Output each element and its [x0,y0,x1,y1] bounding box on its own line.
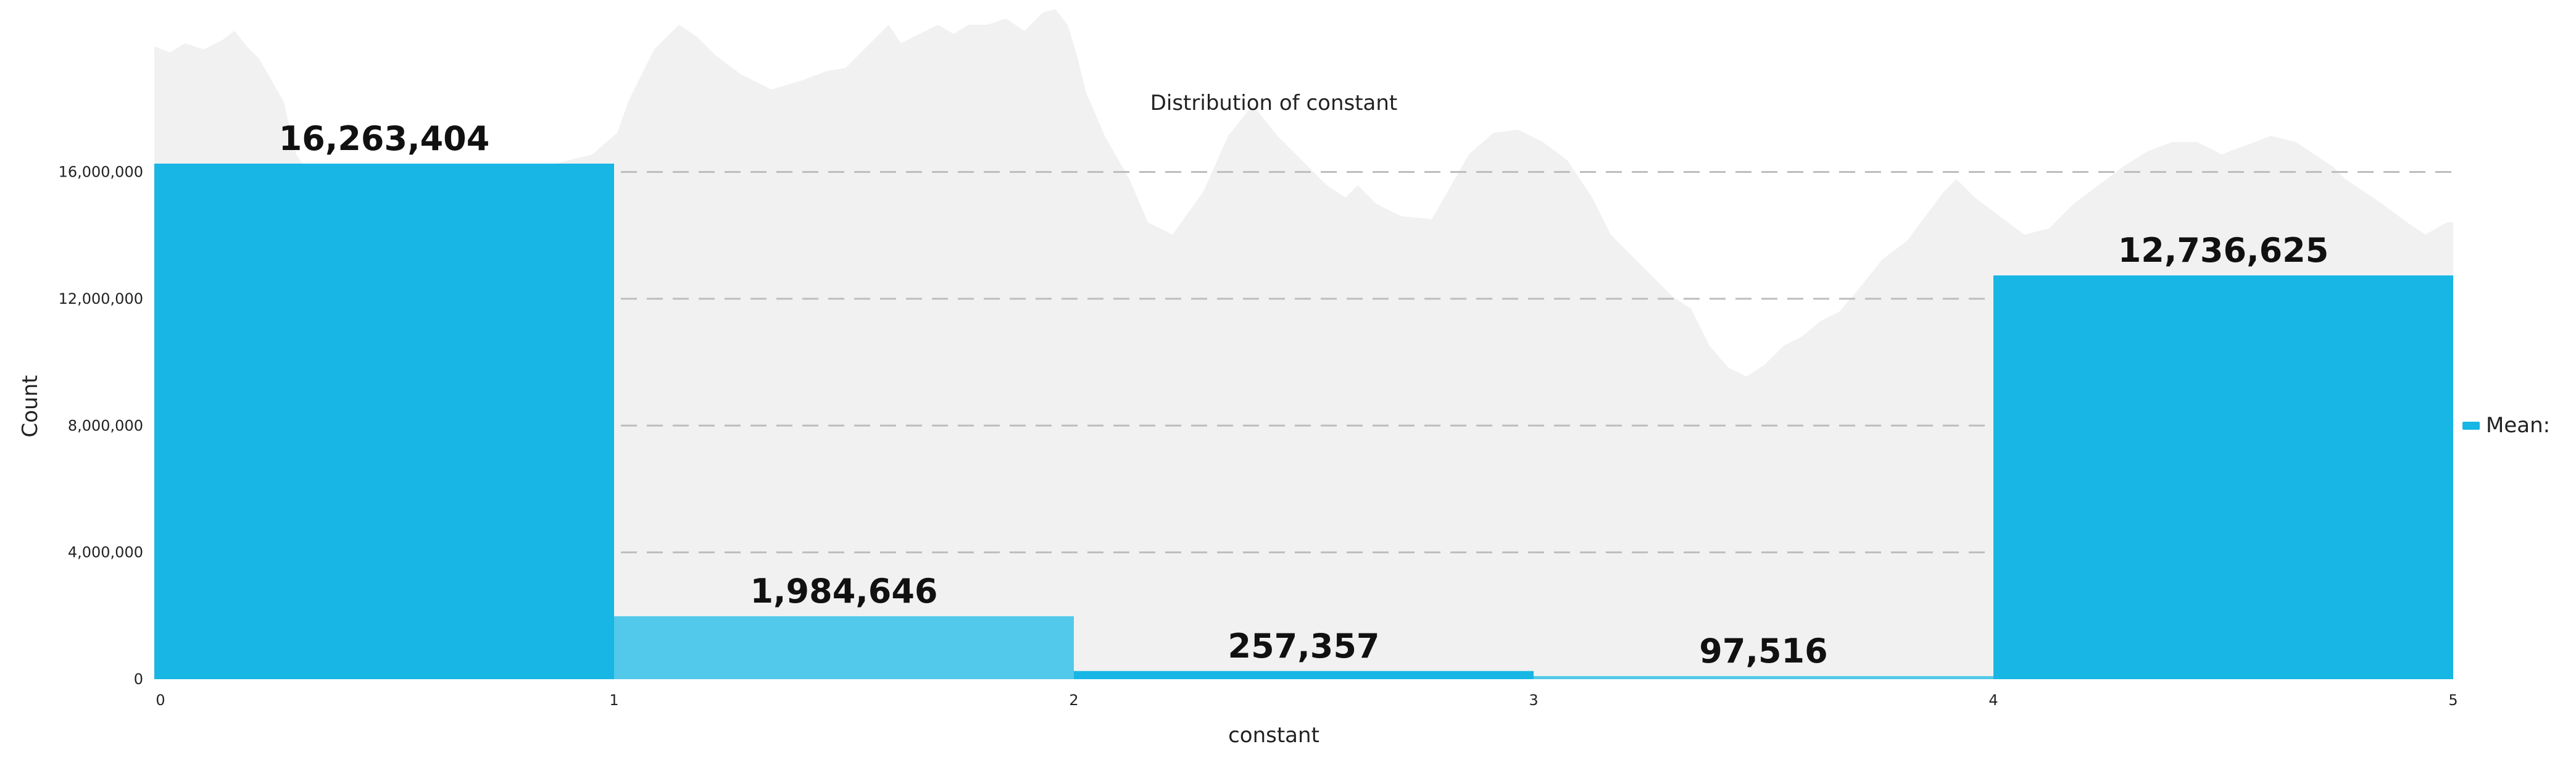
histogram-bar [154,164,614,679]
bar-value-label: 1,984,646 [750,572,937,611]
x-tick-label: 1 [609,692,618,709]
y-tick-label: 0 [134,671,143,688]
bar-value-labels: 16,263,404 1,984,646 257,357 97,516 12,736,6… [279,119,2329,671]
x-tick-label: 0 [156,692,165,709]
grid-lines [154,171,2453,554]
legend: Mean: [2462,413,2550,438]
x-tick-label: 3 [1529,692,1538,709]
histogram-bar [1993,275,2453,679]
x-axis-ticks: 0 1 2 3 4 5 [156,692,2458,709]
bar-value-label: 16,263,404 [279,119,490,158]
histogram-bar [1074,671,1534,679]
bar-value-label: 257,357 [1228,627,1380,666]
chart-title: Distribution of constant [1150,91,1398,115]
y-tick-label: 12,000,000 [59,290,143,307]
y-tick-label: 16,000,000 [59,164,143,181]
x-axis-title: constant [1228,723,1319,748]
histogram-bar [1534,675,1993,679]
x-tick-label: 2 [1069,692,1078,709]
y-tick-label: 8,000,000 [68,417,143,434]
bars [154,164,2453,679]
bar-value-label: 97,516 [1699,632,1827,671]
y-tick-label: 4,000,000 [68,544,143,561]
legend-label: Mean: [2486,413,2550,438]
bar-value-label: 12,736,625 [2118,231,2329,270]
x-tick-label: 5 [2448,692,2458,709]
legend-swatch [2462,422,2480,430]
x-tick-label: 4 [1988,692,1998,709]
y-axis-ticks: 0 4,000,000 8,000,000 12,000,000 16,000,000 [59,164,143,688]
y-axis-title: Count [18,375,43,438]
histogram-bar [614,616,1074,679]
background-treeline-decoration [154,9,2453,679]
